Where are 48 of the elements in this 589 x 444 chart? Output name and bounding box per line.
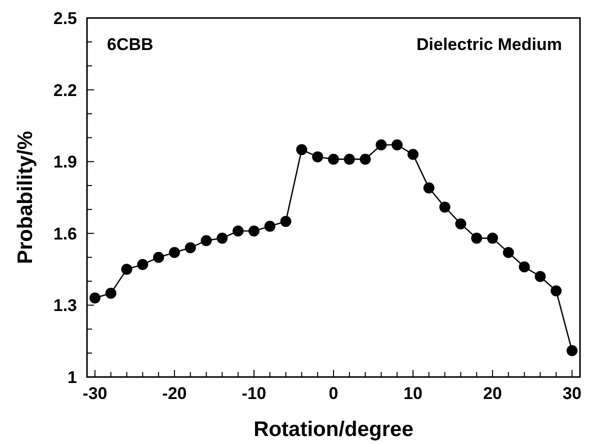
point — [487, 232, 498, 244]
x-tick-label: 20 — [483, 384, 502, 403]
point — [360, 154, 371, 165]
point — [502, 247, 514, 258]
y-axis-title: Probability/% — [14, 130, 37, 264]
y-tick-label: 1.3 — [53, 296, 77, 316]
point — [344, 154, 355, 165]
x-tick-label: 30 — [562, 384, 582, 403]
y-tick-label: 1.6 — [53, 224, 77, 244]
point — [518, 261, 530, 272]
point — [248, 226, 260, 237]
annotation: Dielectric Medium — [416, 35, 562, 54]
point — [455, 218, 466, 230]
y-tick-label: 1 — [68, 368, 77, 387]
x-axis-title: Rotation/degree — [254, 418, 414, 441]
x-tick-label: -30 — [82, 384, 108, 403]
point — [89, 292, 100, 304]
point — [153, 252, 164, 263]
point — [439, 202, 450, 213]
point — [392, 139, 403, 150]
annotation: 6CBB — [107, 35, 154, 54]
x-tick-label: -10 — [242, 384, 266, 403]
point — [121, 264, 132, 275]
point — [376, 139, 387, 150]
point — [264, 220, 276, 232]
y-tick-label: 1.9 — [53, 152, 77, 172]
point — [216, 232, 228, 244]
point — [471, 232, 482, 244]
x-tick-label: -20 — [162, 384, 187, 403]
point — [423, 182, 434, 194]
point — [200, 235, 212, 246]
point — [232, 226, 244, 237]
point — [280, 216, 292, 227]
x-tick-label: 0 — [328, 384, 338, 403]
point — [534, 270, 546, 282]
point — [566, 345, 578, 356]
point — [408, 148, 419, 160]
x-tick-label: 10 — [404, 384, 422, 403]
y-tick-label: 2.5 — [53, 9, 77, 28]
point — [312, 151, 324, 162]
point — [105, 288, 116, 299]
point — [184, 242, 196, 254]
point — [328, 154, 339, 165]
y-tick-label: 2.2 — [53, 80, 77, 100]
point — [168, 247, 180, 258]
point — [550, 285, 562, 296]
point — [137, 259, 148, 270]
point — [296, 144, 308, 156]
